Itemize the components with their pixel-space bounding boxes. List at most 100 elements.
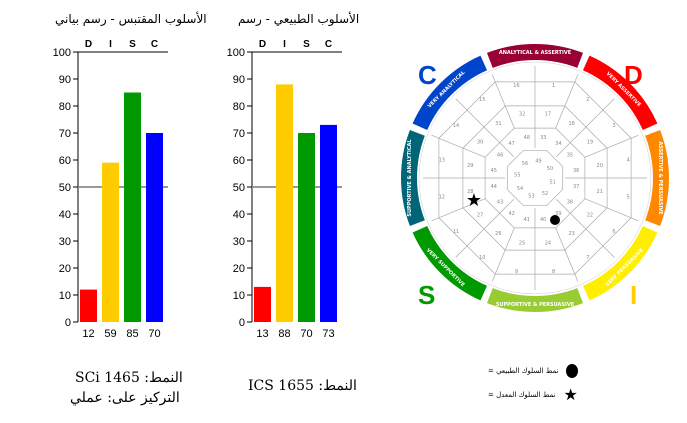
wheel-segment	[412, 225, 488, 301]
wheel-cell-number: 40	[540, 217, 546, 223]
wheel-cell-number: 41	[524, 217, 530, 223]
y-tick-label: 40	[59, 209, 71, 221]
wheel-spoke	[491, 74, 515, 129]
bar-i	[276, 84, 293, 323]
category-label: C	[151, 39, 158, 50]
wheel-cell-number: 1	[552, 83, 555, 89]
wheel-spoke	[555, 198, 615, 258]
wheel-spoke	[455, 98, 515, 158]
bar-c	[320, 124, 337, 323]
wheel-cell-number: 31	[495, 121, 501, 127]
y-tick-label: 20	[233, 263, 245, 275]
wheel-spoke	[555, 98, 615, 158]
legend-adapted-label: نمط السلوك المعدل =	[488, 391, 556, 399]
y-tick-label: 30	[59, 236, 71, 248]
wheel-cell-number: 52	[542, 191, 548, 197]
wheel-ring	[506, 149, 564, 207]
wheel-cell-number: 28	[467, 189, 473, 195]
legend-adapted: ★ نمط السلوك المعدل =	[488, 387, 578, 403]
wheel-cell-number: 25	[519, 241, 525, 247]
adapted-bar-chart: 0 10 20 30 40 50 60 70 80 90 100 D I S C 12 59 85 70	[53, 39, 168, 340]
wheel-cell-number: 35	[567, 153, 573, 159]
value-label: 12	[82, 328, 94, 340]
wheel-cell-number: 16	[513, 83, 519, 89]
wheel-spoke	[584, 134, 639, 158]
y-tick-label: 70	[59, 128, 71, 140]
y-tick-label: 0	[239, 317, 245, 329]
adapted-pattern-caption: النمط: SCi 1465	[75, 370, 183, 386]
y-tick-label: 90	[233, 74, 245, 86]
wheel-segment	[412, 55, 488, 131]
y-tick-label: 40	[233, 209, 245, 221]
wheel-cell-number: 32	[519, 111, 525, 117]
value-label: 85	[126, 328, 138, 340]
y-tick-label: 0	[65, 317, 71, 329]
y-tick-label: 20	[59, 263, 71, 275]
legend-natural-symbol	[566, 364, 579, 378]
wheel-cell-number: 7	[586, 255, 589, 261]
wheel-letter-c: C	[418, 60, 437, 90]
adapted-chart: 0 10 20 30 40 50 60 70 80 90 100 D I S C 12 59 85 70	[0, 0, 200, 345]
category-label: S	[129, 39, 136, 50]
wheel-cell-number: 38	[567, 199, 573, 205]
category-label: C	[325, 39, 332, 50]
wheel-cell-number: 9	[515, 269, 518, 275]
wheel-segment	[401, 129, 425, 227]
value-label: 59	[104, 328, 116, 340]
category-label: D	[259, 39, 266, 50]
wheel-cell-number: 53	[528, 194, 534, 200]
wheel-cell-number: 21	[597, 189, 603, 195]
y-tick-label: 80	[233, 101, 245, 113]
y-tick-label: 60	[59, 155, 71, 167]
wheel-cell-number: 11	[453, 229, 459, 235]
wheel-cell-number: 33	[540, 135, 546, 141]
wheel-cell-number: 30	[477, 139, 483, 145]
wheel-segment	[582, 55, 658, 131]
bar-i	[102, 162, 119, 322]
bar-s	[124, 92, 141, 322]
wheel-cell-number: 6	[612, 229, 615, 235]
category-label: S	[303, 39, 310, 50]
wheel-spoke	[584, 198, 639, 222]
wheel-segment	[486, 44, 584, 68]
wheel-cell-number: 15	[479, 97, 485, 103]
wheel-cell-number: 56	[522, 161, 528, 167]
category-label: I	[109, 39, 112, 50]
adapted-marker: ★	[466, 190, 482, 211]
adapted-chart-title: الأسلوب المقتبس - رسم بياني	[55, 12, 207, 26]
y-tick-label: 80	[59, 101, 71, 113]
value-label: 13	[256, 328, 268, 340]
wheel-cell-number: 43	[497, 199, 503, 205]
y-tick-label: 70	[233, 128, 245, 140]
wheel-cell-number: 14	[453, 123, 459, 129]
wheel-spoke	[431, 198, 486, 222]
wheel-spoke	[491, 227, 515, 282]
wheel-cell-number: 29	[467, 163, 473, 169]
wheel-cell-number: 4	[627, 157, 630, 163]
y-tick-label: 10	[233, 290, 245, 302]
bar-d	[254, 286, 271, 322]
value-label: 70	[300, 328, 312, 340]
wheel-cell-number: 46	[497, 153, 503, 159]
adapted-focus-caption: التركيز على: عملي	[70, 390, 180, 406]
y-tick-label: 100	[53, 47, 71, 59]
wheel-letter-s: S	[418, 280, 436, 310]
natural-chart-title: الأسلوب الطبيعي - رسم	[238, 12, 360, 26]
natural-chart: 0 10 20 30 40 50 60 70 80 90 100 D I S C 13 88 70 73	[200, 0, 360, 345]
wheel-cell-number: 18	[568, 121, 574, 127]
value-label: 70	[148, 328, 160, 340]
wheel-cell-number: 10	[479, 255, 485, 261]
wheel-spoke	[555, 227, 579, 282]
y-tick-label: 100	[227, 47, 245, 59]
value-label: 73	[322, 328, 334, 340]
wheel-cell-number: 26	[495, 231, 501, 237]
wheel-letter-i: I	[630, 280, 638, 310]
wheel-cell-number: 5	[627, 195, 630, 201]
wheel-cell-number: 36	[573, 168, 579, 174]
value-label: 88	[278, 328, 290, 340]
bar-c	[146, 133, 163, 322]
bar-d	[80, 289, 97, 322]
wheel-cell-number: 45	[491, 168, 497, 174]
wheel-segment-label: ANALYTICAL & ASSERTIVE	[499, 50, 572, 56]
